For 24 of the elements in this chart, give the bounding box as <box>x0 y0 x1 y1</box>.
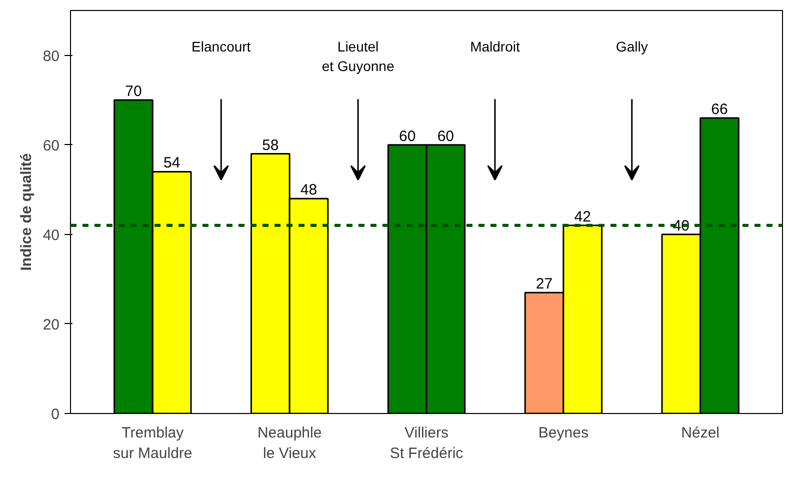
annotation: Gally <box>616 38 648 55</box>
x-tick-label: Beynes <box>538 424 588 442</box>
x-tick-label: Tremblay sur Mauldre <box>113 424 192 462</box>
x-tick-label: Neauphle le Vieux <box>257 424 322 462</box>
y-axis-title: Indice de qualité <box>18 153 35 271</box>
data-label: 66 <box>711 100 728 118</box>
data-label: 54 <box>163 154 180 172</box>
y-tick-label: 80 <box>42 48 60 65</box>
annotation: Lieutel et Guyonne <box>322 38 394 74</box>
x-tick-label: Nézel <box>681 424 720 442</box>
y-tick-label: 0 <box>51 406 60 423</box>
data-label: 48 <box>300 182 318 199</box>
y-tick-label: 60 <box>42 137 60 154</box>
data-label: 60 <box>437 128 454 145</box>
annotation: Maldroit <box>470 38 520 55</box>
data-label: 70 <box>125 83 142 100</box>
y-tick-label: 40 <box>42 226 60 244</box>
x-tick-label: Villiers St Frédéric <box>390 424 464 462</box>
data-label: 27 <box>536 276 553 293</box>
y-tick-label: 20 <box>42 316 60 334</box>
data-label: 60 <box>398 128 416 145</box>
data-label: 42 <box>574 208 591 226</box>
data-label: 58 <box>262 136 279 154</box>
annotation: Elancourt <box>192 38 251 55</box>
